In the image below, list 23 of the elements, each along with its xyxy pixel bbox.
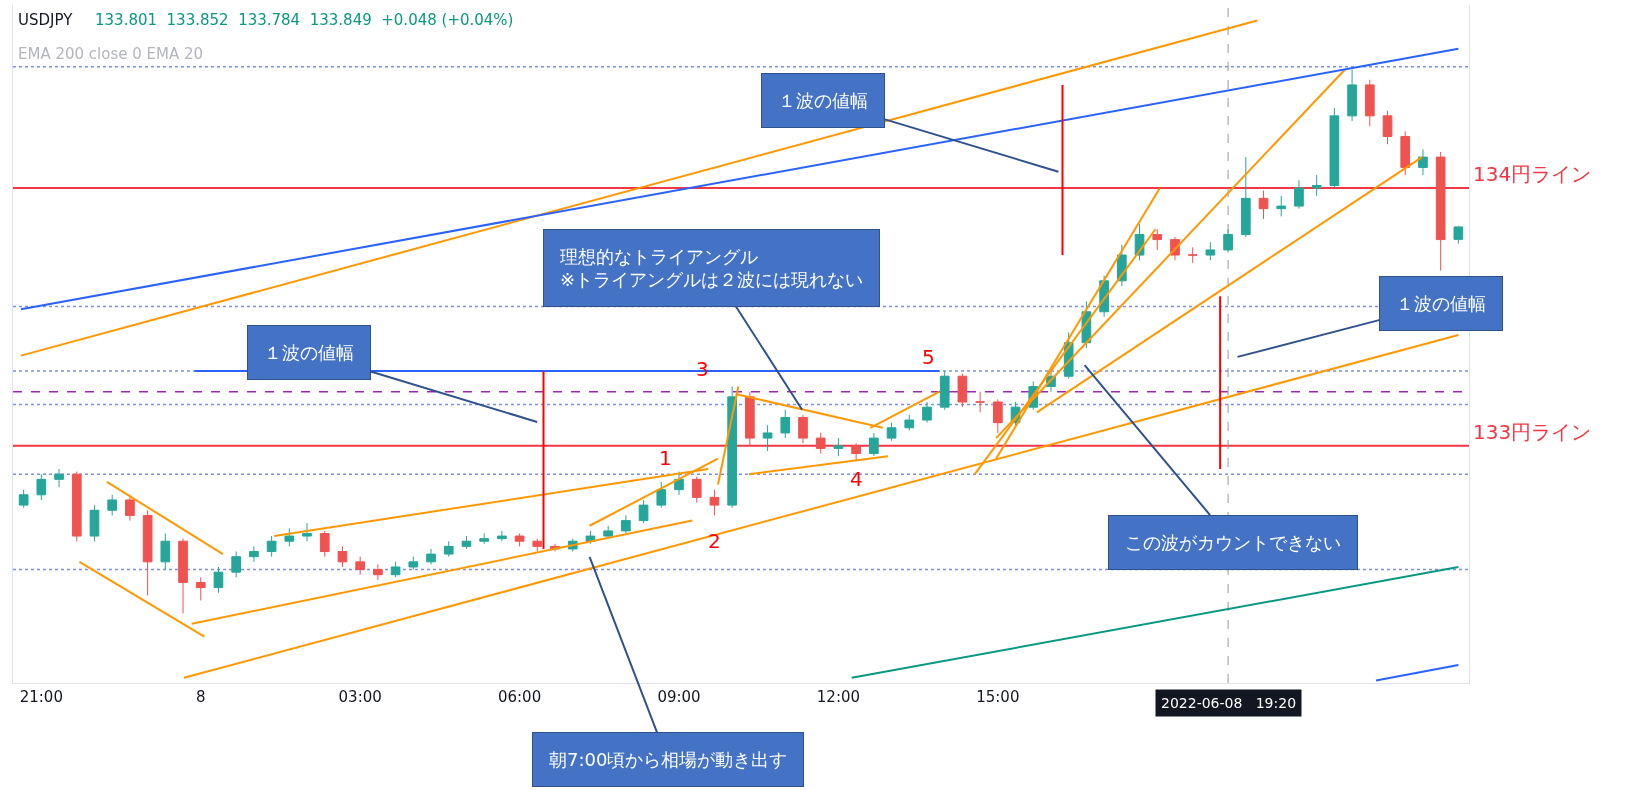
annotation: この波がカウントできない xyxy=(1125,532,1341,553)
text: 朝7:00頃から相場が動き出す xyxy=(549,749,788,770)
annotation: 1 xyxy=(659,446,672,470)
ref-line-label: 134円ライン xyxy=(1473,162,1592,186)
annotation: 2 xyxy=(708,529,721,553)
annotation: 4 xyxy=(850,467,863,491)
ref-line-label: 2022-06-08 19:20 xyxy=(1161,695,1297,711)
x-tick-label: 21:00 xyxy=(19,688,63,706)
x-tick-label: 09:00 xyxy=(657,688,701,706)
annotation: EMA 200 close 0 EMA 20 xyxy=(18,45,204,63)
text: 133.801 133.852 133.784 133.849 +0.048 (+0.04%) xyxy=(95,11,514,29)
x-tick-label: 12:00 xyxy=(816,688,861,706)
x-tick-label: 8 xyxy=(195,688,206,706)
annotation: 5 xyxy=(922,345,935,369)
annotation: １波の値幅 xyxy=(264,342,354,363)
x-tick-label: 03:00 xyxy=(338,688,382,706)
x-tick-label: 15:00 xyxy=(976,688,1020,706)
ref-line-label: 133円ライン xyxy=(1473,420,1592,444)
text: USDJPY xyxy=(18,11,74,29)
annotation: １波の値幅 xyxy=(778,90,868,111)
annotation: １波の値幅 xyxy=(1396,293,1486,314)
x-tick-label: 06:00 xyxy=(497,688,542,706)
annotation: 理想的なトライアングル ※トライアングルは２波には現れない xyxy=(560,246,864,291)
